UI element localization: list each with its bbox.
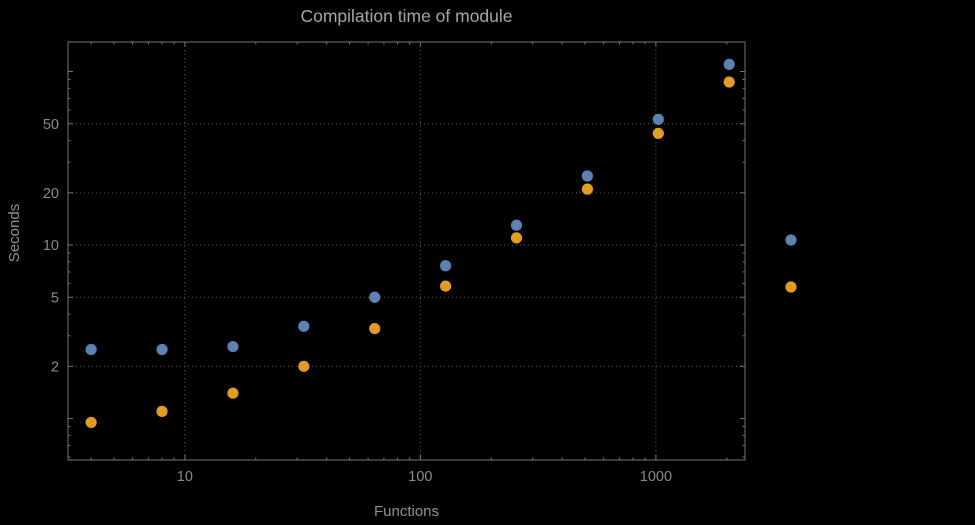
y-tick-label: 2 bbox=[51, 359, 59, 375]
x-axis-label: Functions bbox=[373, 503, 440, 520]
data-point-orange bbox=[510, 232, 523, 244]
plot-frame bbox=[67, 41, 746, 461]
data-point-blue bbox=[652, 113, 664, 125]
y-tick-label: 5 bbox=[51, 290, 59, 306]
legend-marker-blue bbox=[785, 234, 797, 246]
x-tick-label: 1000 bbox=[640, 469, 672, 485]
data-point-orange bbox=[156, 405, 168, 417]
chart-title: Compilation time of module bbox=[300, 6, 513, 26]
data-point-blue bbox=[723, 58, 735, 70]
data-point-orange bbox=[298, 360, 310, 372]
y-tick-label: 10 bbox=[43, 238, 59, 254]
x-tick-label: 10 bbox=[177, 469, 193, 485]
data-point-blue bbox=[440, 260, 452, 272]
x-tick-label: 100 bbox=[408, 469, 432, 485]
legend-marker-orange bbox=[785, 281, 797, 293]
data-point-blue bbox=[581, 170, 594, 182]
data-point-orange bbox=[85, 416, 97, 429]
data-point-orange bbox=[440, 280, 452, 292]
data-point-orange bbox=[652, 127, 664, 140]
data-point-orange bbox=[369, 322, 381, 335]
data-point-blue bbox=[227, 340, 239, 353]
y-axis-label: Seconds bbox=[6, 203, 23, 263]
data-point-blue bbox=[298, 320, 310, 332]
data-point-orange bbox=[227, 387, 239, 399]
y-tick-label: 20 bbox=[43, 186, 59, 202]
y-tick-label: 50 bbox=[43, 117, 59, 133]
data-point-blue bbox=[510, 219, 523, 231]
data-point-blue bbox=[156, 343, 168, 356]
data-point-orange bbox=[581, 183, 594, 195]
data-point-orange bbox=[723, 76, 735, 88]
data-point-blue bbox=[369, 291, 381, 303]
data-point-blue bbox=[85, 343, 97, 356]
